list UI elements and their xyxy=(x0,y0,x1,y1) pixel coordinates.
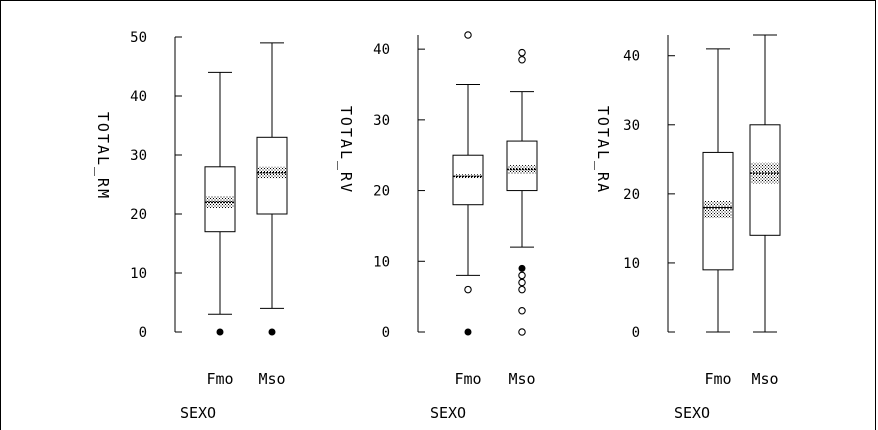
outlier-point xyxy=(518,55,526,64)
panel-rv-box-mso xyxy=(506,48,538,336)
panel-ra-xlabel: SEXO xyxy=(674,404,710,422)
panel-rm-category-label: Fmo xyxy=(206,370,233,388)
panel-ra-ytick-label: 40 xyxy=(623,49,640,65)
panel-rv: TOTAL_RV SEXO 0 10 20 30 40 Fmo Mso xyxy=(337,31,538,422)
panel-rm-box-fmo xyxy=(204,71,236,336)
far-outlier-point xyxy=(464,328,472,336)
panel-ra-ytick-label: 0 xyxy=(632,325,640,341)
panel-ra-category-label: Mso xyxy=(751,370,778,388)
panel-rm-ytick-label: 0 xyxy=(139,325,147,341)
panel-rm-category-label: Mso xyxy=(258,370,285,388)
panel-rm-box-mso xyxy=(256,42,288,336)
median-notch xyxy=(704,200,732,219)
panel-rv-ytick-label: 30 xyxy=(373,113,390,129)
panel-rv-ytick-label: 20 xyxy=(373,184,390,200)
panel-rv-category-label: Mso xyxy=(508,370,535,388)
outlier-point xyxy=(518,271,526,280)
panel-rm-ytick-label: 30 xyxy=(130,148,147,164)
outlier-point xyxy=(518,278,526,287)
panel-ra-ytick-label: 20 xyxy=(623,187,640,203)
panel-rv-xlabel: SEXO xyxy=(430,404,466,422)
panel-rm-ytick-label: 20 xyxy=(130,207,147,223)
panel-ra-box-mso xyxy=(749,34,781,333)
far-outlier-point xyxy=(216,328,224,336)
panel-rv-box-fmo xyxy=(452,31,484,336)
panel-rv-ytick-label: 40 xyxy=(373,42,390,58)
panel-rm-ytick-label: 10 xyxy=(130,266,147,282)
panel-ra-category-label: Fmo xyxy=(704,370,731,388)
outlier-point xyxy=(518,48,526,57)
panel-ra-ytick-label: 10 xyxy=(623,256,640,272)
panel-ra-box-fmo xyxy=(702,48,734,333)
panel-rm-ytick-label: 50 xyxy=(130,30,147,46)
outlier-point xyxy=(464,31,472,39)
panel-rm-ytick-label: 40 xyxy=(130,89,147,105)
outlier-point xyxy=(518,285,526,294)
iqr-box xyxy=(452,154,484,206)
panel-rv-ytick-label: 10 xyxy=(373,254,390,270)
outlier-point xyxy=(518,328,526,336)
panel-rv-ytick-label: 0 xyxy=(382,325,390,341)
panel-rm: TOTAL_RM SEXO 0 10 20 30 40 50 Fmo Mso xyxy=(94,30,288,422)
panel-ra-ylabel: TOTAL_RA xyxy=(594,106,612,194)
panel-rv-ylabel: TOTAL_RV xyxy=(337,106,355,194)
panel-rm-ylabel: TOTAL_RM xyxy=(94,112,112,200)
outlier-point xyxy=(464,285,472,294)
panel-rv-category-label: Fmo xyxy=(454,370,481,388)
panel-ra: TOTAL_RA SEXO 0 10 20 30 40 Fmo Mso xyxy=(594,34,781,422)
panel-rm-xlabel: SEXO xyxy=(180,404,216,422)
panel-ra-ytick-label: 30 xyxy=(623,118,640,134)
far-outlier-point xyxy=(268,328,276,336)
outlier-point xyxy=(518,307,526,315)
far-outlier-point xyxy=(518,264,526,272)
